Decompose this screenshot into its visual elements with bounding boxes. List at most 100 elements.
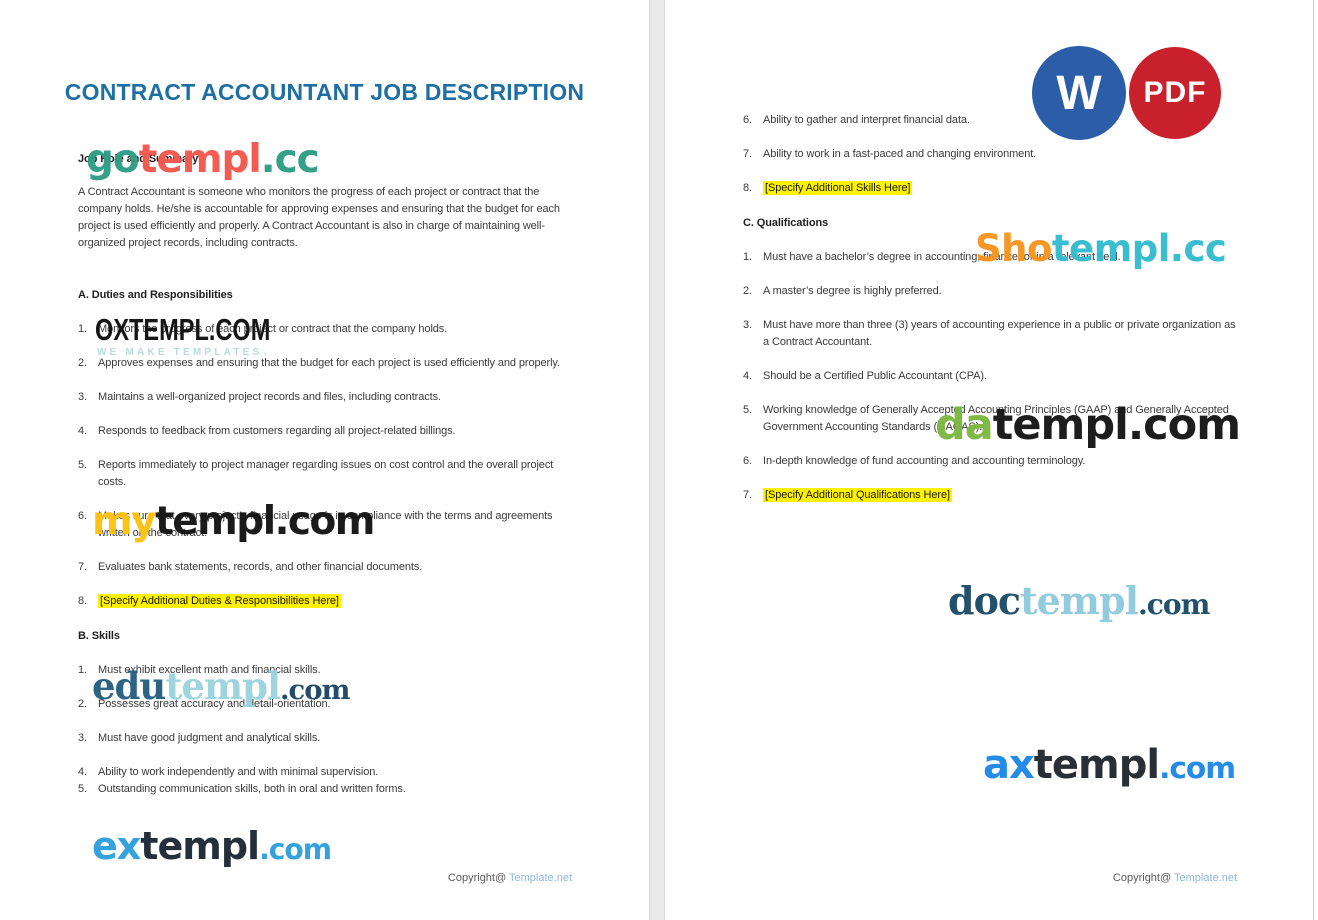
watermark-segment: templ — [165, 664, 281, 708]
list-item-number: 1. — [78, 664, 87, 676]
list-item-text: Ability to gather and interpret financia… — [763, 114, 970, 126]
watermark-segment: templ — [1033, 742, 1160, 788]
list-item-text: Ability to work in a fast-paced and chan… — [763, 148, 1037, 160]
list-item-number: 3. — [743, 319, 752, 331]
watermark-extempl-com: extempl.com — [92, 824, 332, 868]
list-item-number: 8. — [743, 182, 752, 194]
template-net-link[interactable]: Template.net — [509, 872, 572, 884]
watermark-segment: templ.com — [155, 499, 375, 544]
list-item: 8. [Specify Additional Duties & Responsib… — [78, 593, 572, 610]
duties-list: 1. Monitors the progress of each project … — [78, 321, 572, 610]
list-item: 4. Ability to work independently and with… — [78, 764, 572, 781]
list-item-number: 1. — [743, 251, 752, 263]
skills-heading: B. Skills — [78, 630, 120, 642]
list-item-text: Evaluates bank statements, records, and … — [98, 561, 423, 573]
list-item-text: Maintains a well-organized project recor… — [98, 391, 441, 403]
copyright-footer: Copyright@ Template.net — [448, 872, 572, 884]
watermark-axtempl-com: axtempl.com — [983, 742, 1236, 788]
list-item-number: 4. — [78, 425, 87, 437]
list-item-number: 5. — [78, 783, 87, 795]
list-item: 8. [Specify Additional Skills Here] — [743, 180, 1237, 197]
watermark-segment: .com — [1138, 588, 1210, 621]
page-1-content: Job Role and Summary A Contract Accounta… — [0, 151, 649, 798]
watermark-segment: templ.cc — [1051, 227, 1227, 270]
list-item: 7. [Specify Additional Qualifications Her… — [743, 487, 1237, 504]
list-item-text: A master’s degree is highly preferred. — [763, 285, 942, 297]
highlighted-placeholder: [Specify Additional Duties & Responsibil… — [98, 594, 341, 608]
highlighted-placeholder: [Specify Additional Skills Here] — [763, 181, 913, 195]
list-item-number: 2. — [78, 357, 87, 369]
list-item-text: Makes sure that every project’s financia… — [98, 510, 553, 539]
list-item: 2. Approves expenses and ensuring that th… — [78, 355, 572, 372]
watermark-segment: templ — [1020, 578, 1139, 623]
list-item-text: Ability to work independently and with m… — [98, 766, 379, 778]
watermark-oxtempl-com: OXTEMPL.COM — [95, 312, 271, 347]
highlighted-placeholder: [Specify Additional Qualifications Here] — [763, 488, 952, 502]
list-item-text: In-depth knowledge of fund accounting an… — [763, 455, 1086, 467]
qualifications-list: 1. Must have a bachelor’s degree in accou… — [743, 249, 1237, 504]
page-title: CONTRACT ACCOUNTANT JOB DESCRIPTION — [64, 79, 585, 105]
list-item: 1. Must exhibit excellent math and financ… — [78, 662, 572, 679]
list-item-number: 3. — [78, 732, 87, 744]
list-item-text: Reports immediately to project manager r… — [98, 459, 554, 488]
watermark-segment: my — [92, 499, 157, 544]
list-item: 3. Must have more than three (3) years of… — [743, 317, 1237, 351]
list-item-text: Outstanding communication skills, both i… — [98, 783, 406, 795]
list-item-text: Monitors the progress of each project or… — [98, 323, 448, 335]
list-item: 5. Outstanding communication skills, both… — [78, 781, 572, 798]
watermark-segment: go — [86, 137, 140, 182]
duties-heading: A. Duties and Responsibilities — [78, 289, 233, 301]
list-item-number: 7. — [743, 489, 752, 501]
watermark-segment: doc — [948, 578, 1021, 623]
list-item-text: Should be a Certified Public Accountant … — [763, 370, 987, 382]
watermark-segment: .com — [1159, 751, 1236, 785]
list-item-text: [Specify Additional Qualifications Here] — [763, 487, 1237, 504]
watermark-segment: edu — [92, 664, 166, 708]
list-item-text: Must have more than three (3) years of a… — [763, 319, 1236, 348]
list-item-number: 7. — [743, 148, 752, 160]
watermark-segment: .cc — [260, 137, 320, 182]
watermark-edutempl-com: edutempl.com — [92, 664, 350, 708]
list-item-text: Must exhibit excellent math and financia… — [98, 664, 321, 676]
list-item-number: 3. — [78, 391, 87, 403]
list-item: 6. Ability to gather and interpret financ… — [743, 112, 1237, 129]
watermark-doctempl-com: doctempl.com — [948, 578, 1210, 623]
template-net-link[interactable]: Template.net — [1174, 872, 1237, 884]
list-item-number: 2. — [743, 285, 752, 297]
list-item-number: 2. — [78, 698, 87, 710]
summary-heading: Job Role and Summary — [78, 153, 199, 165]
list-item: 1. Must have a bachelor’s degree in accou… — [743, 249, 1237, 266]
watermark-shotempl-cc: Shotempl.cc — [975, 227, 1227, 270]
list-item-number: 8. — [78, 595, 87, 607]
list-item-number: 5. — [78, 459, 87, 471]
watermark-segment: da — [935, 400, 994, 450]
list-item: 5. Working knowledge of Generally Accepte… — [743, 402, 1237, 436]
skills-list-continued: 6. Ability to gather and interpret financ… — [743, 112, 1237, 197]
list-item-text: [Specify Additional Skills Here] — [763, 180, 1237, 197]
list-item-number: 6. — [743, 455, 752, 467]
summary-paragraph: A Contract Accountant is someone who mon… — [78, 186, 560, 249]
list-item-number: 6. — [78, 510, 87, 522]
watermark-segment: templ — [138, 137, 262, 182]
list-item-text: Possesses great accuracy and detail-orie… — [98, 698, 331, 710]
watermark-segment: templ — [140, 824, 260, 868]
list-item-text: Must have a bachelor’s degree in account… — [763, 251, 1121, 263]
watermark-segment: Sho — [975, 227, 1052, 270]
list-item-number: 6. — [743, 114, 752, 126]
list-item: 3. Maintains a well-organized project rec… — [78, 389, 572, 406]
list-item: 3. Must have good judgment and analytical… — [78, 730, 572, 747]
list-item-text: Working knowledge of Generally Accepted … — [763, 404, 1229, 433]
list-item: 2. A master’s degree is highly preferred. — [743, 283, 1237, 300]
watermark-datempl-com: datempl.com — [935, 400, 1241, 450]
pdf-icon-letters: PDF — [1143, 76, 1207, 109]
page-gutter — [649, 0, 665, 920]
watermark-gotempl-cc: gotempl.cc — [86, 137, 320, 182]
watermark-segment: templ.com — [992, 400, 1241, 450]
copyright-label: Copyright@ — [447, 872, 507, 884]
qualifications-heading: C. Qualifications — [743, 217, 829, 229]
list-item-number: 5. — [743, 404, 752, 416]
list-item-text: Responds to feedback from customers rega… — [98, 425, 456, 437]
watermark-segment: .com — [280, 674, 350, 706]
watermark-oxtempl-tagline: WE MAKE TEMPLATES — [97, 347, 263, 358]
list-item: 5. Reports immediately to project manager… — [78, 457, 572, 491]
